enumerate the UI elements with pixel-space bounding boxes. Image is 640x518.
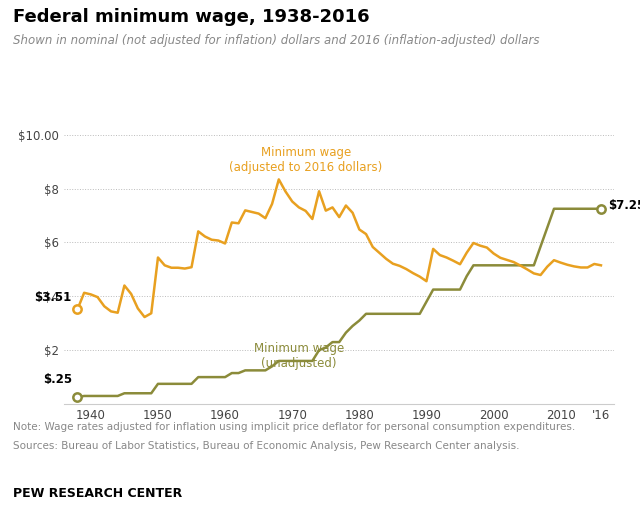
Text: Federal minimum wage, 1938-2016: Federal minimum wage, 1938-2016: [13, 8, 369, 26]
Text: $.25: $.25: [43, 373, 72, 386]
Text: PEW RESEARCH CENTER: PEW RESEARCH CENTER: [13, 487, 182, 500]
Text: $3.51: $3.51: [35, 291, 72, 304]
Text: Note: Wage rates adjusted for inflation using implicit price deflator for person: Note: Wage rates adjusted for inflation …: [13, 422, 575, 432]
Text: Sources: Bureau of Labor Statistics, Bureau of Economic Analysis, Pew Research C: Sources: Bureau of Labor Statistics, Bur…: [13, 441, 519, 451]
Text: Minimum wage
(adjusted to 2016 dollars): Minimum wage (adjusted to 2016 dollars): [229, 146, 382, 174]
Text: Shown in nominal (not adjusted for inflation) dollars and 2016 (inflation-adjust: Shown in nominal (not adjusted for infla…: [13, 34, 540, 47]
Text: $7.25: $7.25: [608, 199, 640, 212]
Text: Minimum wage
(unadjusted): Minimum wage (unadjusted): [254, 342, 344, 370]
